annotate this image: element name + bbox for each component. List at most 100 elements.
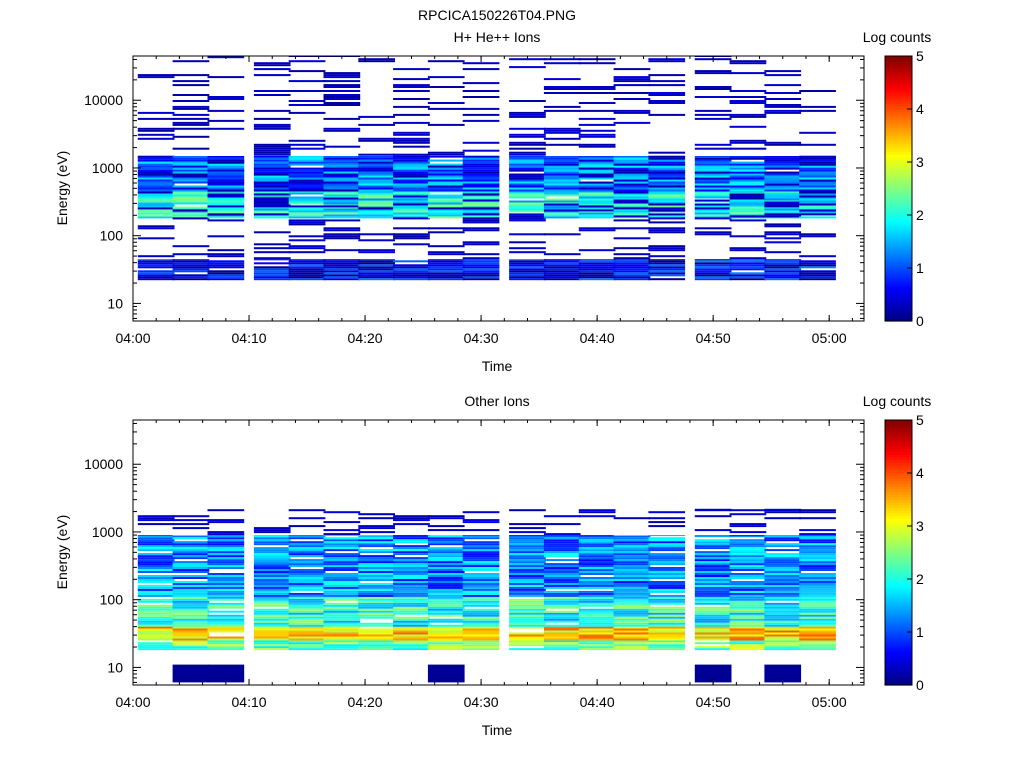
heatmap-cell — [427, 264, 465, 267]
heatmap-cell — [613, 276, 651, 279]
heatmap-cell — [764, 561, 802, 564]
heatmap-cell — [253, 638, 291, 641]
heatmap-cell — [358, 212, 395, 215]
heatmap-cell — [172, 606, 210, 609]
heatmap-cell — [358, 571, 395, 573]
heatmap-cell — [207, 586, 245, 589]
heatmap-cell — [543, 515, 581, 518]
heatmap-cell — [462, 159, 500, 162]
heatmap-cell — [799, 561, 836, 564]
colorbar-swatch — [885, 82, 912, 86]
heatmap-cell — [764, 74, 802, 77]
heatmap-cell — [729, 181, 767, 184]
heatmap-cell — [393, 608, 430, 611]
heatmap-cell — [323, 557, 361, 560]
heatmap-cell — [253, 259, 291, 261]
heatmap-cell — [648, 596, 686, 599]
heatmap-cell — [799, 264, 836, 267]
heatmap-cell — [613, 549, 651, 552]
heatmap-cell — [288, 276, 326, 279]
colorbar-swatch — [885, 143, 912, 147]
heatmap-cell — [578, 567, 616, 569]
colorbar-swatch — [885, 473, 912, 477]
colorbar-swatch — [885, 661, 912, 665]
heatmap-cell — [764, 183, 802, 186]
heatmap-cell — [137, 612, 175, 615]
heatmap-cell — [799, 177, 836, 180]
heatmap-cell — [799, 616, 836, 619]
heatmap-cell — [393, 145, 430, 148]
heatmap-cell — [543, 159, 581, 162]
heatmap-cell — [172, 117, 210, 120]
heatmap-cell — [613, 636, 651, 639]
colorbar-swatch — [885, 289, 912, 293]
heatmap-cell — [358, 198, 395, 201]
heatmap-cell — [393, 594, 430, 597]
heatmap-cell — [137, 169, 175, 172]
heatmap-cell — [323, 604, 361, 607]
colorbar-swatch — [885, 600, 912, 604]
heatmap-cell — [764, 175, 802, 178]
heatmap-cell — [764, 632, 802, 635]
heatmap-cell — [137, 600, 175, 603]
heatmap-cell — [358, 531, 395, 534]
heatmap-cell — [509, 551, 546, 554]
heatmap-cell — [172, 577, 210, 579]
heatmap-cell — [253, 272, 291, 275]
heatmap-cell — [393, 644, 430, 647]
heatmap-cell — [427, 107, 465, 110]
heatmap-cell — [764, 266, 802, 269]
heatmap-cell — [323, 598, 361, 601]
heatmap-cell — [393, 581, 430, 583]
heatmap-cell — [578, 600, 616, 603]
heatmap-cell — [799, 173, 836, 176]
heatmap-cell — [137, 632, 175, 635]
heatmap-cell — [764, 210, 802, 213]
heatmap-cell — [764, 237, 802, 240]
heatmap-cell — [543, 634, 581, 637]
heatmap-cell — [172, 159, 210, 162]
heatmap-cell — [358, 535, 395, 537]
heatmap-cell — [427, 251, 465, 254]
colorbar-swatch — [885, 563, 912, 567]
heatmap-cell — [648, 161, 686, 164]
heatmap-cell — [613, 201, 651, 204]
heatmap-cell — [253, 127, 291, 130]
heatmap-cell — [207, 640, 245, 643]
heatmap-cell — [543, 264, 581, 267]
x-tick-label: 04:50 — [696, 694, 731, 710]
heatmap-cell — [694, 586, 732, 589]
heatmap-cell — [613, 535, 651, 538]
heatmap-cell — [137, 594, 175, 597]
heatmap-cell — [648, 183, 686, 186]
heatmap-cell — [578, 145, 616, 148]
colorbar-tick-label: 2 — [916, 571, 924, 587]
heatmap-cell — [358, 249, 395, 252]
heatmap-cell — [358, 565, 395, 567]
colorbar-swatch — [885, 544, 912, 548]
heatmap-cell — [393, 157, 430, 160]
heatmap-cell — [172, 622, 210, 625]
heatmap-cell — [427, 634, 465, 637]
heatmap-cell — [288, 179, 326, 182]
heatmap-cell — [253, 640, 291, 643]
heatmap-cell — [393, 266, 430, 269]
heatmap-cell — [509, 183, 546, 186]
heatmap-cell — [543, 86, 581, 88]
heatmap-cell — [764, 213, 802, 216]
heatmap-cell — [764, 545, 802, 548]
heatmap-cell — [323, 219, 361, 222]
heatmap-cell — [509, 194, 546, 197]
heatmap-cell — [613, 559, 651, 562]
heatmap-cell — [462, 622, 500, 625]
heatmap-cell — [207, 567, 245, 569]
heatmap-cell — [137, 74, 175, 77]
heatmap-cell — [543, 584, 581, 587]
heatmap-cell — [648, 644, 686, 647]
heatmap-cell — [799, 183, 836, 186]
heatmap-cell — [799, 260, 836, 263]
heatmap-cell — [509, 584, 546, 587]
heatmap-cell — [764, 569, 802, 571]
heatmap-cell — [207, 266, 245, 269]
heatmap-cell — [799, 604, 836, 607]
